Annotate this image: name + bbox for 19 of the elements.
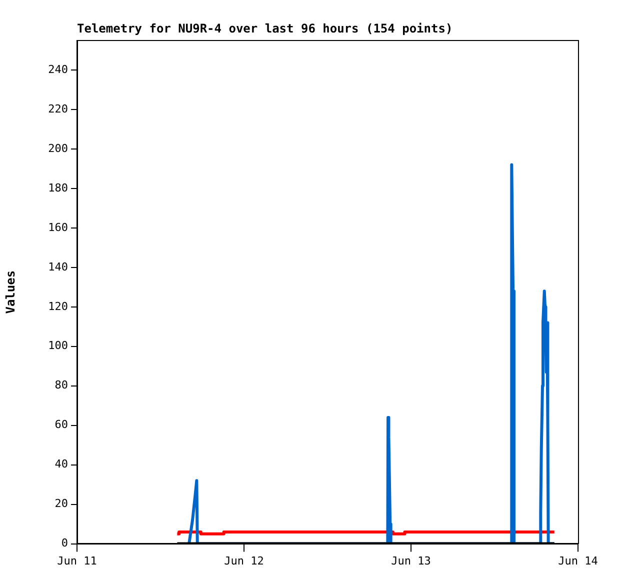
y-axis-title: Values — [3, 270, 18, 314]
y-tick-label: 240 — [48, 62, 68, 76]
y-tick-label: 80 — [54, 378, 68, 392]
y-tick-label: 200 — [48, 142, 68, 155]
y-tick-label: 60 — [54, 418, 68, 432]
x-tick-label: Jun 12 — [224, 554, 264, 568]
y-tick-label: 160 — [48, 220, 68, 234]
y-tick-label: 0 — [61, 536, 68, 550]
y-tick-label: 20 — [54, 497, 68, 510]
y-tick-label: 100 — [48, 339, 68, 352]
y-tick-label: 120 — [48, 300, 68, 313]
x-tick-label: Jun 11 — [57, 554, 97, 568]
y-tick-label: 220 — [48, 102, 68, 116]
chart-title: Telemetry for NU9R-4 over last 96 hours (154 points) — [77, 21, 453, 36]
y-tick-label: 40 — [54, 458, 68, 471]
x-tick-label: Jun 14 — [558, 554, 598, 568]
x-tick-label: Jun 13 — [391, 554, 431, 568]
y-tick-label: 180 — [48, 181, 68, 194]
y-tick-label: 140 — [48, 260, 68, 274]
